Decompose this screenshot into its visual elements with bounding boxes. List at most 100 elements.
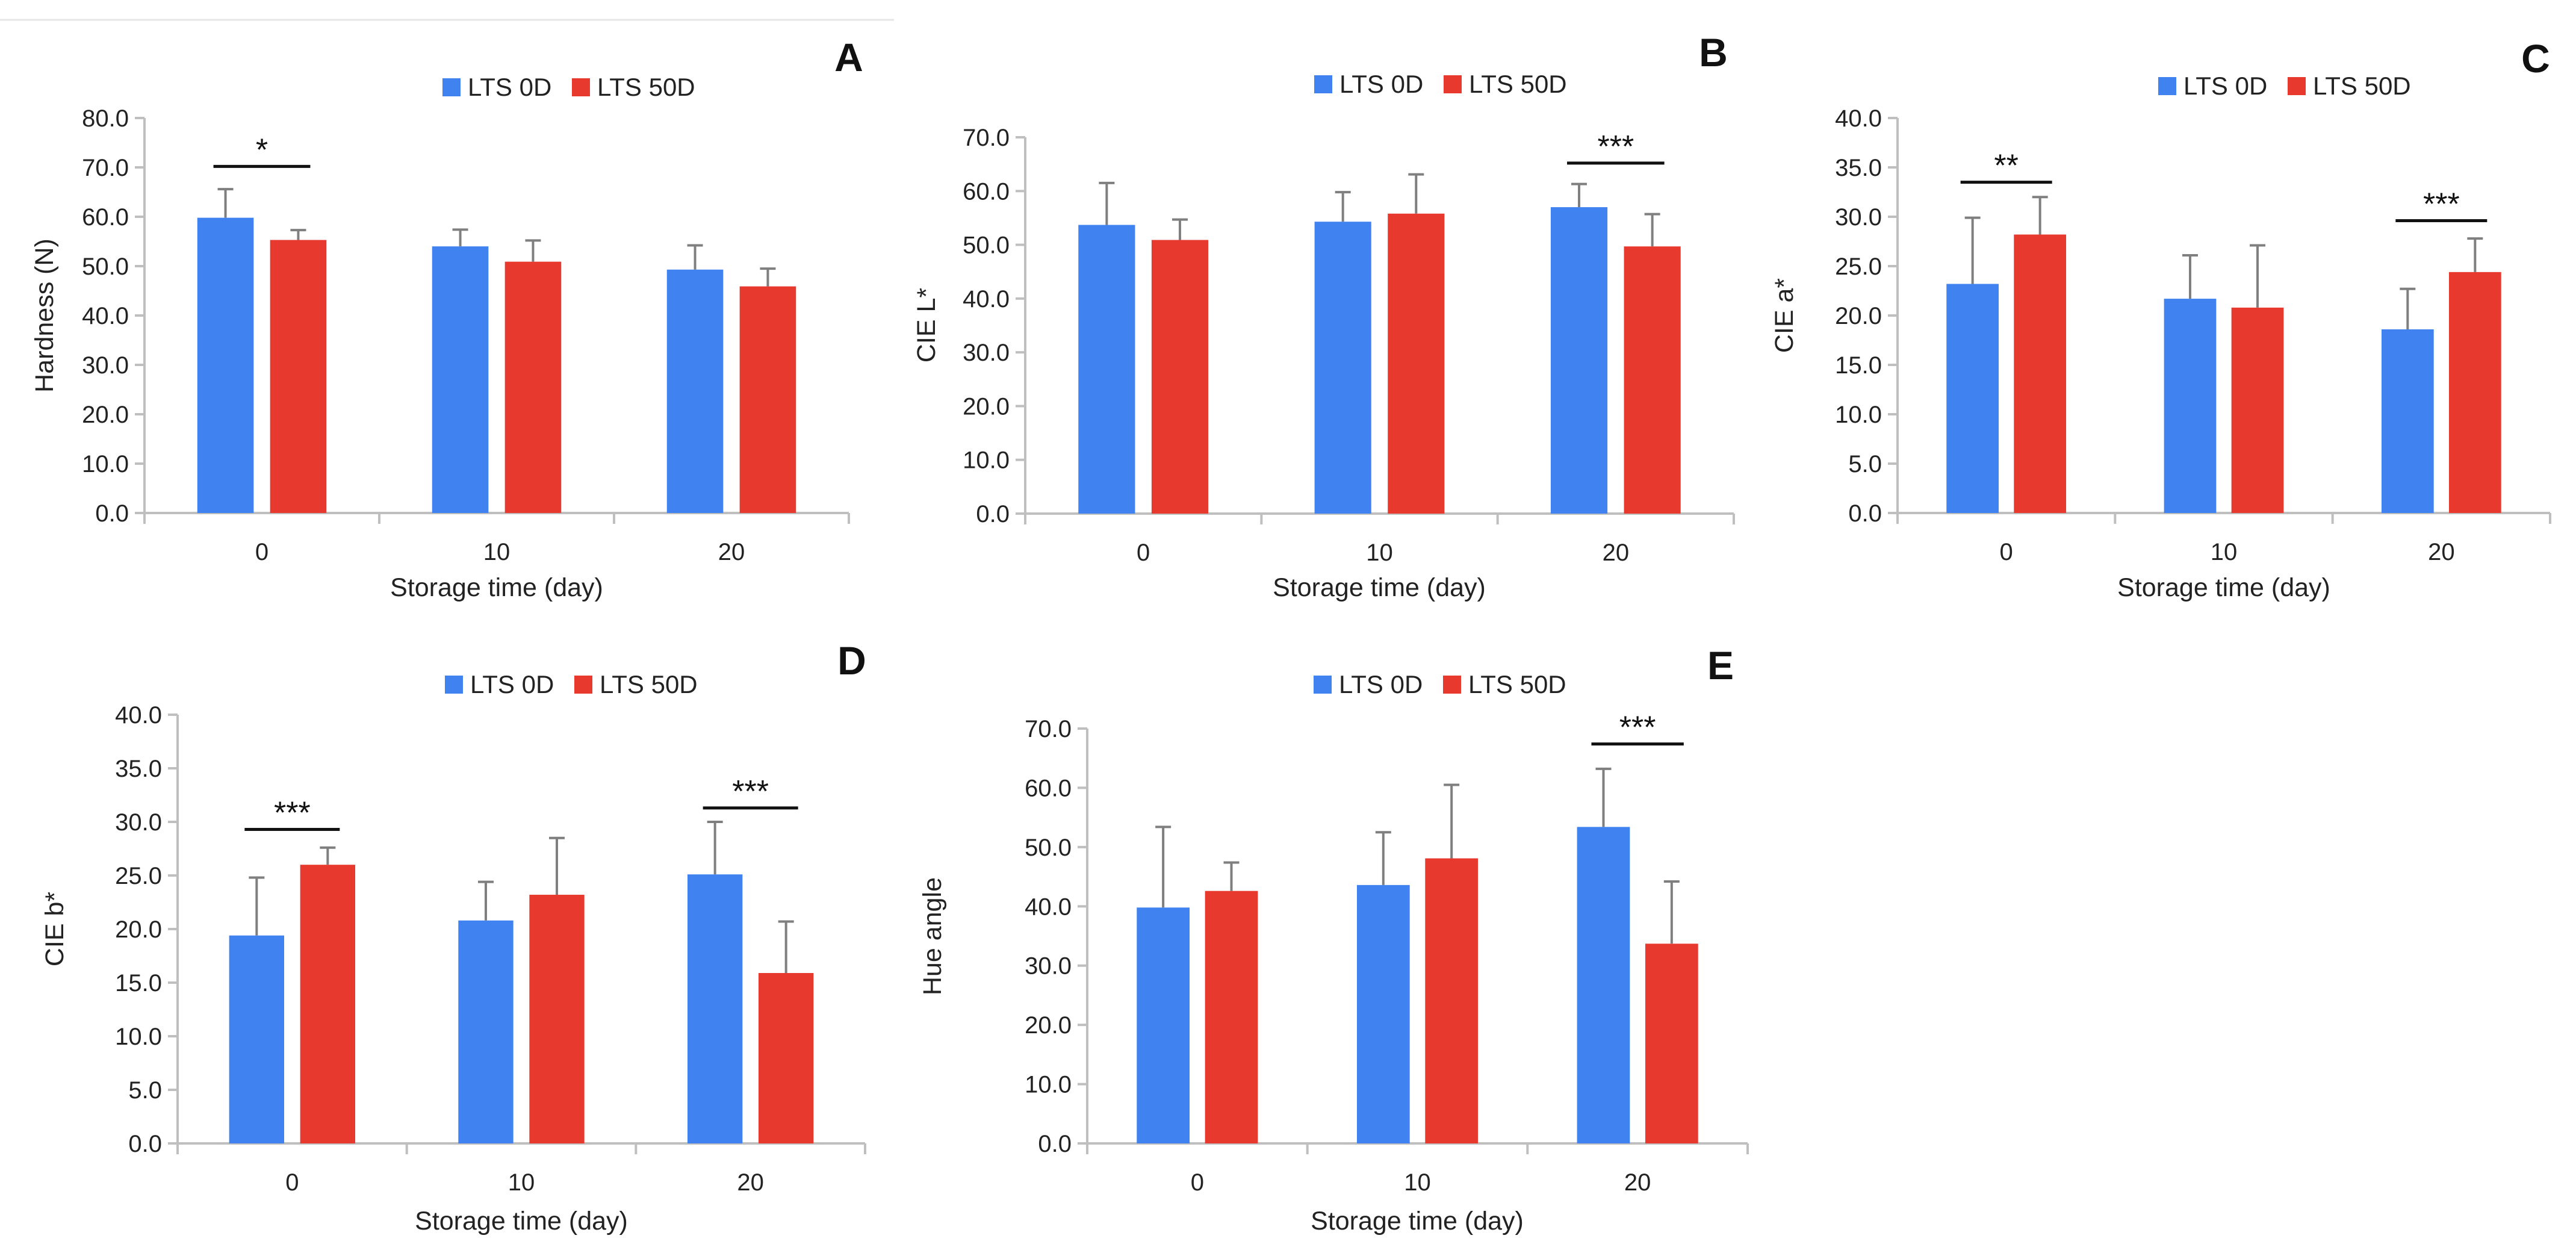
panel-letter: B: [1699, 30, 1728, 75]
y-tick-label: 25.0: [1835, 253, 1882, 280]
y-tick-label: 40.0: [1025, 894, 1072, 920]
y-tick-label: 5.0: [128, 1077, 162, 1104]
legend-swatch-lts-0d: [442, 78, 461, 96]
legend-swatch-lts-50d: [572, 78, 590, 96]
y-tick-label: 60.0: [82, 204, 129, 231]
bar-lts-50d-day-10: [529, 895, 585, 1143]
y-tick-label: 40.0: [82, 303, 129, 329]
y-tick-label: 70.0: [1025, 716, 1072, 742]
legend-swatch-lts-50d: [2288, 77, 2306, 95]
chart-panel-d: 0.0 5.0 10.0 15.0 20.0 25.0 30.0 35.0 40.0 0 10 20 *…: [40, 638, 866, 1236]
bar-lts-0d-day-10: [1314, 222, 1371, 514]
significance-label: ***: [274, 795, 311, 830]
x-tick-label: 0: [285, 1169, 299, 1196]
y-tick-label: 5.0: [1848, 451, 1882, 477]
bar-lts-0d-day-10: [1356, 885, 1410, 1143]
bar-lts-0d-day-0: [229, 935, 285, 1143]
x-axis-title: Storage time (day): [415, 1207, 628, 1236]
x-axis-title: Storage time (day): [1311, 1207, 1524, 1236]
legend-swatch-lts-0d: [1314, 676, 1332, 694]
significance-label: ***: [732, 774, 769, 809]
bar-lts-50d-day-20: [2448, 272, 2501, 513]
y-tick-label: 0.0: [976, 501, 1010, 527]
legend-swatch-lts-50d: [574, 676, 592, 694]
legend-label-lts-50d: LTS 50D: [597, 73, 695, 101]
bar-lts-50d-day-10: [504, 261, 562, 513]
x-tick-label: 0: [2000, 539, 2013, 565]
y-tick-label: 10.0: [82, 451, 129, 477]
x-axis-title: Storage time (day): [1273, 573, 1486, 602]
y-tick-label: 20.0: [1835, 303, 1882, 329]
bar-lts-0d-day-10: [458, 920, 514, 1143]
x-tick-label: 20: [1624, 1169, 1651, 1196]
significance-label: ***: [1597, 129, 1634, 164]
panel-letter: E: [1707, 643, 1734, 688]
x-axis-title: Storage time (day): [390, 573, 603, 602]
x-tick-label: 20: [2428, 539, 2455, 565]
bar-lts-0d-day-0: [197, 217, 254, 513]
significance-label: *: [256, 132, 268, 167]
x-tick-label: 20: [718, 539, 745, 565]
legend-swatch-lts-0d: [2158, 77, 2176, 95]
y-tick-label: 50.0: [1025, 835, 1072, 861]
bar-lts-0d-day-20: [2381, 329, 2434, 513]
x-tick-label: 0: [1137, 539, 1150, 566]
legend-label-lts-0d: LTS 0D: [468, 73, 551, 101]
y-tick-label: 60.0: [963, 178, 1010, 205]
panel-letter: D: [837, 638, 866, 683]
y-tick-label: 20.0: [82, 402, 129, 428]
y-tick-label: 30.0: [963, 340, 1010, 366]
y-tick-label: 35.0: [115, 756, 162, 782]
bar-lts-50d-day-10: [1425, 858, 1479, 1143]
y-tick-label: 80.0: [82, 105, 129, 132]
y-tick-label: 30.0: [1025, 953, 1072, 980]
y-tick-label: 30.0: [82, 352, 129, 379]
legend-label-lts-0d: LTS 0D: [1339, 670, 1423, 698]
bar-lts-50d-day-0: [2014, 234, 2067, 513]
bar-lts-0d-day-20: [666, 269, 724, 513]
bar-lts-0d-day-10: [432, 246, 489, 513]
y-tick-label: 40.0: [115, 702, 162, 729]
x-tick-label: 10: [1366, 539, 1393, 566]
bar-lts-50d-day-20: [758, 972, 814, 1143]
panel-letter: C: [2521, 36, 2550, 81]
y-axis-title: CIE a*: [1770, 278, 1799, 353]
bar-lts-50d-day-0: [300, 865, 356, 1143]
legend-swatch-lts-0d: [445, 676, 463, 694]
bar-lts-0d-day-20: [687, 874, 743, 1143]
y-tick-label: 0.0: [1038, 1131, 1072, 1157]
bar-lts-0d-day-20: [1577, 827, 1630, 1143]
y-axis-title: CIE b*: [40, 892, 69, 967]
y-tick-label: 20.0: [115, 916, 162, 943]
legend-label-lts-50d: LTS 50D: [600, 670, 698, 698]
bar-lts-50d-day-20: [1645, 944, 1698, 1143]
y-tick-label: 60.0: [1025, 775, 1072, 801]
legend-label-lts-0d: LTS 0D: [470, 670, 554, 698]
y-tick-label: 20.0: [963, 393, 1010, 420]
legend-label-lts-0d: LTS 0D: [1339, 70, 1423, 98]
bar-lts-50d-day-10: [2231, 307, 2284, 513]
x-tick-label: 0: [255, 539, 268, 565]
chart-panel-e: 0.0 10.0 20.0 30.0 40.0 50.0 60.0 70.0 0 10 20 *** L…: [918, 643, 1749, 1236]
y-tick-label: 20.0: [1025, 1012, 1072, 1039]
y-tick-label: 40.0: [963, 286, 1010, 312]
bar-lts-50d-day-0: [270, 240, 327, 513]
y-tick-label: 15.0: [1835, 352, 1882, 379]
bar-lts-50d-day-20: [1624, 246, 1681, 514]
x-tick-label: 10: [483, 539, 511, 565]
y-tick-label: 10.0: [115, 1024, 162, 1050]
x-tick-label: 10: [508, 1169, 535, 1196]
legend-label-lts-50d: LTS 50D: [1468, 670, 1566, 698]
y-tick-label: 50.0: [963, 232, 1010, 259]
bar-lts-0d-day-0: [1946, 284, 1999, 513]
panels: 0.0 10.0 20.0 30.0 40.0 50.0 60.0 70.0 80.0 0 10 20…: [30, 30, 2551, 1236]
chart-panel-c: 0.0 5.0 10.0 15.0 20.0 25.0 30.0 35.0 40.0 0 10 20 *…: [1770, 36, 2551, 602]
bar-lts-50d-day-10: [1388, 213, 1445, 514]
bar-lts-0d-day-10: [2164, 299, 2217, 513]
x-axis-title: Storage time (day): [2117, 573, 2330, 602]
y-tick-label: 0.0: [128, 1131, 162, 1157]
legend-label-lts-50d: LTS 50D: [2313, 72, 2411, 100]
legend-label-lts-50d: LTS 50D: [1469, 70, 1567, 98]
x-tick-label: 10: [1404, 1169, 1431, 1196]
